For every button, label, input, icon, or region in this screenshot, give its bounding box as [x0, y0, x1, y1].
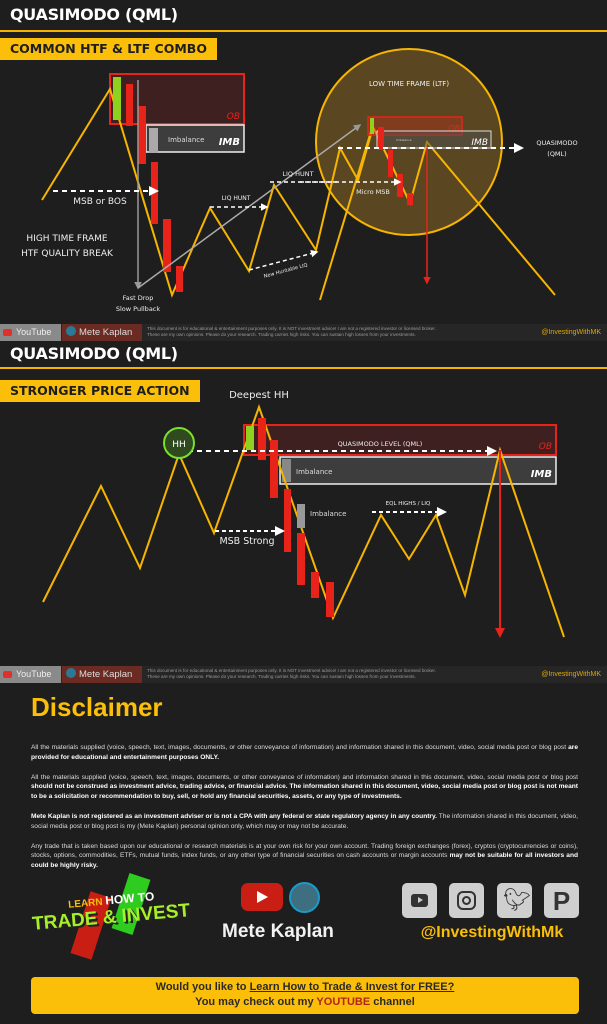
- candle-bearish: [311, 572, 319, 598]
- youtube-label: YouTube: [16, 327, 52, 337]
- learn-trade-invest-logo: LEARN HOW TO TRADE & INVEST: [30, 873, 200, 960]
- youtube-label: YouTube: [16, 669, 52, 679]
- imbalance-zone: [145, 124, 245, 153]
- disclaimer-paragraph: Any trade that is taken based upon our e…: [31, 842, 578, 870]
- ob-label: OB: [227, 112, 240, 122]
- disclaimer-paragraph: All the materials supplied (voice, speec…: [31, 773, 578, 801]
- divider: [0, 367, 607, 369]
- divider: [0, 30, 607, 32]
- cta-box[interactable]: Would you like to Learn How to Trade & I…: [31, 977, 579, 1014]
- htf-ltf-diagram: OB Imbalance IMB MSB or BOS HIGH TIME FR…: [21, 48, 578, 313]
- footer-handle: @InvestingWithMK: [541, 671, 601, 678]
- msb-label: MSB or BOS: [73, 197, 127, 207]
- candle-bullish: [113, 77, 121, 120]
- disclaimer-paragraph: Mete Kaplan is not registered as an inve…: [31, 812, 578, 830]
- cta-line-1: Would you like to Learn How to Trade & I…: [155, 981, 455, 993]
- author-avatar: [289, 882, 320, 913]
- disclaimer-paragraph: All the materials supplied (voice, speec…: [31, 744, 578, 761]
- candle-bearish: [388, 150, 393, 177]
- stronger-price-action-diagram: OB QUASIMODO LEVEL (QML) Imbalance IMB I…: [42, 390, 565, 638]
- ltf-imbalance-zone: [376, 130, 492, 149]
- youtube-link[interactable]: YOUTUBE: [316, 996, 371, 1008]
- cta-line-2: You may check out my YOUTUBE channel: [195, 996, 415, 1008]
- qml-level-label: QUASIMODO LEVEL (QML): [338, 440, 423, 448]
- youtube-icon: [3, 671, 12, 678]
- ob-label: OB: [539, 442, 552, 452]
- avatar: [66, 668, 76, 678]
- liq-hunt-label: LIQ HUNT: [222, 195, 251, 202]
- candle-bearish: [270, 440, 278, 498]
- instagram-icon[interactable]: [449, 883, 484, 918]
- slow-pullback-label: Slow Pullback: [116, 305, 161, 313]
- avatar: [66, 326, 76, 336]
- ltf-label: LOW TIME FRAME (LTF): [369, 80, 449, 88]
- imb-label: IMB: [219, 137, 240, 148]
- section2-banner: STRONGER PRICE ACTION: [0, 380, 200, 402]
- candle-bearish: [284, 489, 291, 552]
- candle-bearish: [126, 84, 133, 126]
- micro-msb-label: Micro MSB: [356, 188, 390, 196]
- candle-bearish: [138, 106, 146, 164]
- ltf-price-line: [319, 127, 373, 301]
- htf-label: HIGH TIME FRAME: [26, 234, 107, 244]
- imbalance-label: Imbalance: [168, 136, 204, 144]
- candle-bullish: [370, 118, 374, 134]
- candle-bearish: [326, 582, 334, 617]
- author-name: Mete Kaplan: [222, 921, 334, 942]
- candles: [246, 418, 334, 617]
- htf-quality-label: HTF QUALITY BREAK: [21, 249, 114, 259]
- author-badge: Mete Kaplan: [62, 666, 142, 683]
- author-name: Mete Kaplan: [79, 669, 133, 680]
- twitter-icon[interactable]: 🐦︎: [497, 883, 532, 918]
- section2-title: QUASIMODO (QML): [10, 344, 178, 363]
- cta-link[interactable]: Learn How to Trade & Invest for FREE?: [249, 981, 455, 993]
- section1-title: QUASIMODO (QML): [10, 5, 178, 24]
- author-badge: Mete Kaplan: [62, 324, 142, 341]
- candle-bearish: [407, 193, 413, 205]
- qml-label-2: (QML): [547, 150, 566, 158]
- footer-disclaimer: This document is for educational & enter…: [147, 668, 436, 679]
- pinterest-icon[interactable]: P: [544, 883, 579, 918]
- msb-label: MSB Strong: [219, 536, 274, 547]
- eql-label: EQL HIGHS / LIQ: [386, 501, 431, 507]
- youtube-logo-icon[interactable]: [241, 883, 283, 911]
- section1-banner: COMMON HTF & LTF COMBO: [0, 38, 217, 60]
- youtube-badge[interactable]: YouTube: [0, 324, 61, 341]
- disclaimer-body: All the materials supplied (voice, speec…: [31, 743, 578, 881]
- candle-imbalance: [297, 504, 305, 528]
- footer-bar: YouTube Mete Kaplan This document is for…: [0, 666, 607, 683]
- hh-marker: [163, 427, 195, 459]
- ltf-ob-label: OB: [448, 124, 460, 133]
- footer-disclaimer: This document is for educational & enter…: [147, 326, 436, 337]
- qml-label: QUASIMODO: [536, 139, 577, 147]
- footer-bar: YouTube Mete Kaplan This document is for…: [0, 324, 607, 341]
- ltf-imbalance-label: Imbalance: [396, 138, 412, 142]
- candle-bearish: [258, 418, 266, 460]
- imbalance-marker: [282, 459, 291, 482]
- footer-handle: @InvestingWithMK: [541, 329, 601, 336]
- youtube-icon[interactable]: [402, 883, 437, 918]
- imbalance-label: Imbalance: [296, 468, 332, 476]
- candle-bearish: [297, 533, 305, 585]
- candle-imbalance: [149, 128, 158, 153]
- social-handle[interactable]: @InvestingWithMk: [420, 924, 564, 941]
- hh-label: HH: [172, 440, 186, 450]
- candle-bearish: [378, 127, 384, 150]
- deepest-hh-label: Deepest HH: [229, 390, 289, 401]
- imbalance-label-2: Imbalance: [310, 510, 346, 518]
- price-line: [42, 404, 565, 638]
- candle-bullish: [246, 426, 254, 450]
- ltf-imb-label: IMB: [471, 138, 488, 148]
- imb-label: IMB: [531, 469, 552, 480]
- candle-bearish: [163, 219, 171, 272]
- liq-hunt-label-2: LIQ HUNT: [282, 170, 313, 178]
- fast-drop-label: Fast Drop: [123, 294, 154, 302]
- youtube-icon: [3, 329, 12, 336]
- new-liq-arrow: [248, 249, 319, 271]
- disclaimer-title: Disclaimer: [31, 692, 163, 722]
- candle-bearish: [176, 266, 183, 292]
- youtube-badge[interactable]: YouTube: [0, 666, 61, 683]
- author-name: Mete Kaplan: [79, 327, 133, 338]
